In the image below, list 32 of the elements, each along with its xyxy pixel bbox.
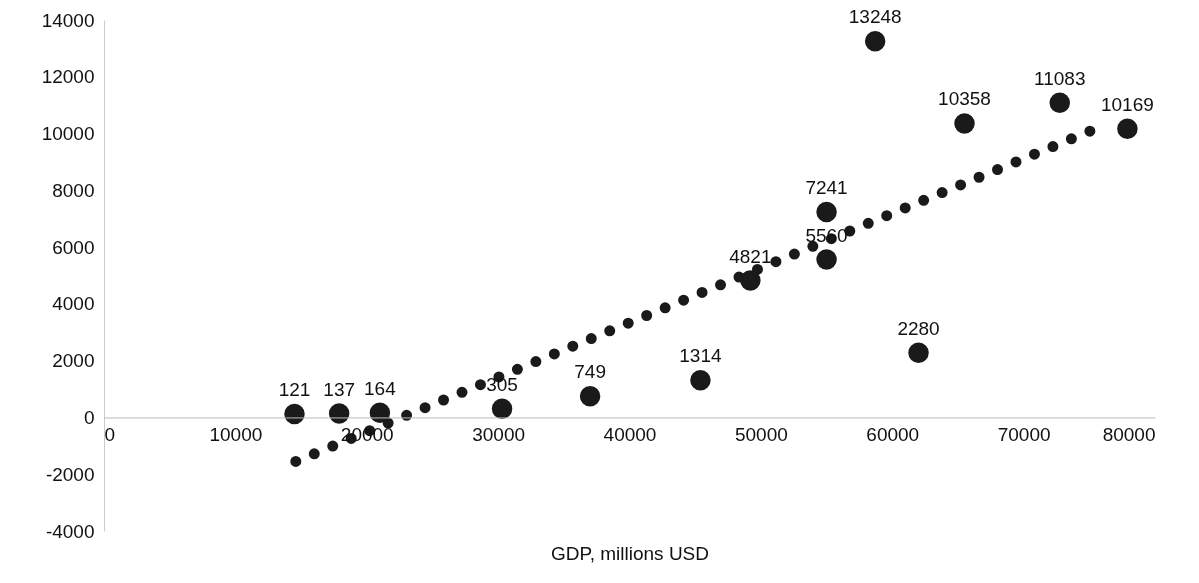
data-label: 11083 <box>1034 67 1086 89</box>
data-label: 4821 <box>729 245 772 267</box>
y-tick-label: 10000 <box>41 123 95 145</box>
x-tick-label: 70000 <box>997 423 1051 445</box>
x-tick-label: 80000 <box>1102 423 1156 445</box>
data-label: 749 <box>574 361 606 383</box>
y-tick-label: -4000 <box>45 520 95 542</box>
data-label: 10358 <box>938 88 991 110</box>
y-tick-label: 8000 <box>52 179 95 201</box>
x-tick-label: 60000 <box>866 423 920 445</box>
y-tick-label: -2000 <box>45 463 95 485</box>
data-label: 13248 <box>848 6 902 28</box>
data-label: 1314 <box>679 345 722 367</box>
data-label: 10169 <box>1100 93 1154 115</box>
y-tick-label: 6000 <box>52 236 95 258</box>
x-tick-label: 40000 <box>603 423 657 445</box>
data-label: 164 <box>364 377 397 399</box>
data-label: 2280 <box>897 317 940 339</box>
data-label: 121 <box>278 379 311 401</box>
y-tick-label: 4000 <box>52 293 95 315</box>
x-tick-label: 10000 <box>209 423 263 445</box>
y-tick-label: 14000 <box>41 9 95 31</box>
x-tick-label: 50000 <box>734 423 788 445</box>
data-label: 7241 <box>805 176 848 198</box>
x-tick-label: 0 <box>104 423 116 445</box>
data-label: 137 <box>323 378 356 400</box>
x-axis-title: GDP, millions USD <box>550 542 710 564</box>
data-label: 305 <box>486 373 518 395</box>
y-tick-label: 12000 <box>41 66 95 88</box>
x-tick-label: 30000 <box>472 423 526 445</box>
y-tick-label: 2000 <box>52 350 95 372</box>
y-tick-label: 0 <box>83 406 95 428</box>
